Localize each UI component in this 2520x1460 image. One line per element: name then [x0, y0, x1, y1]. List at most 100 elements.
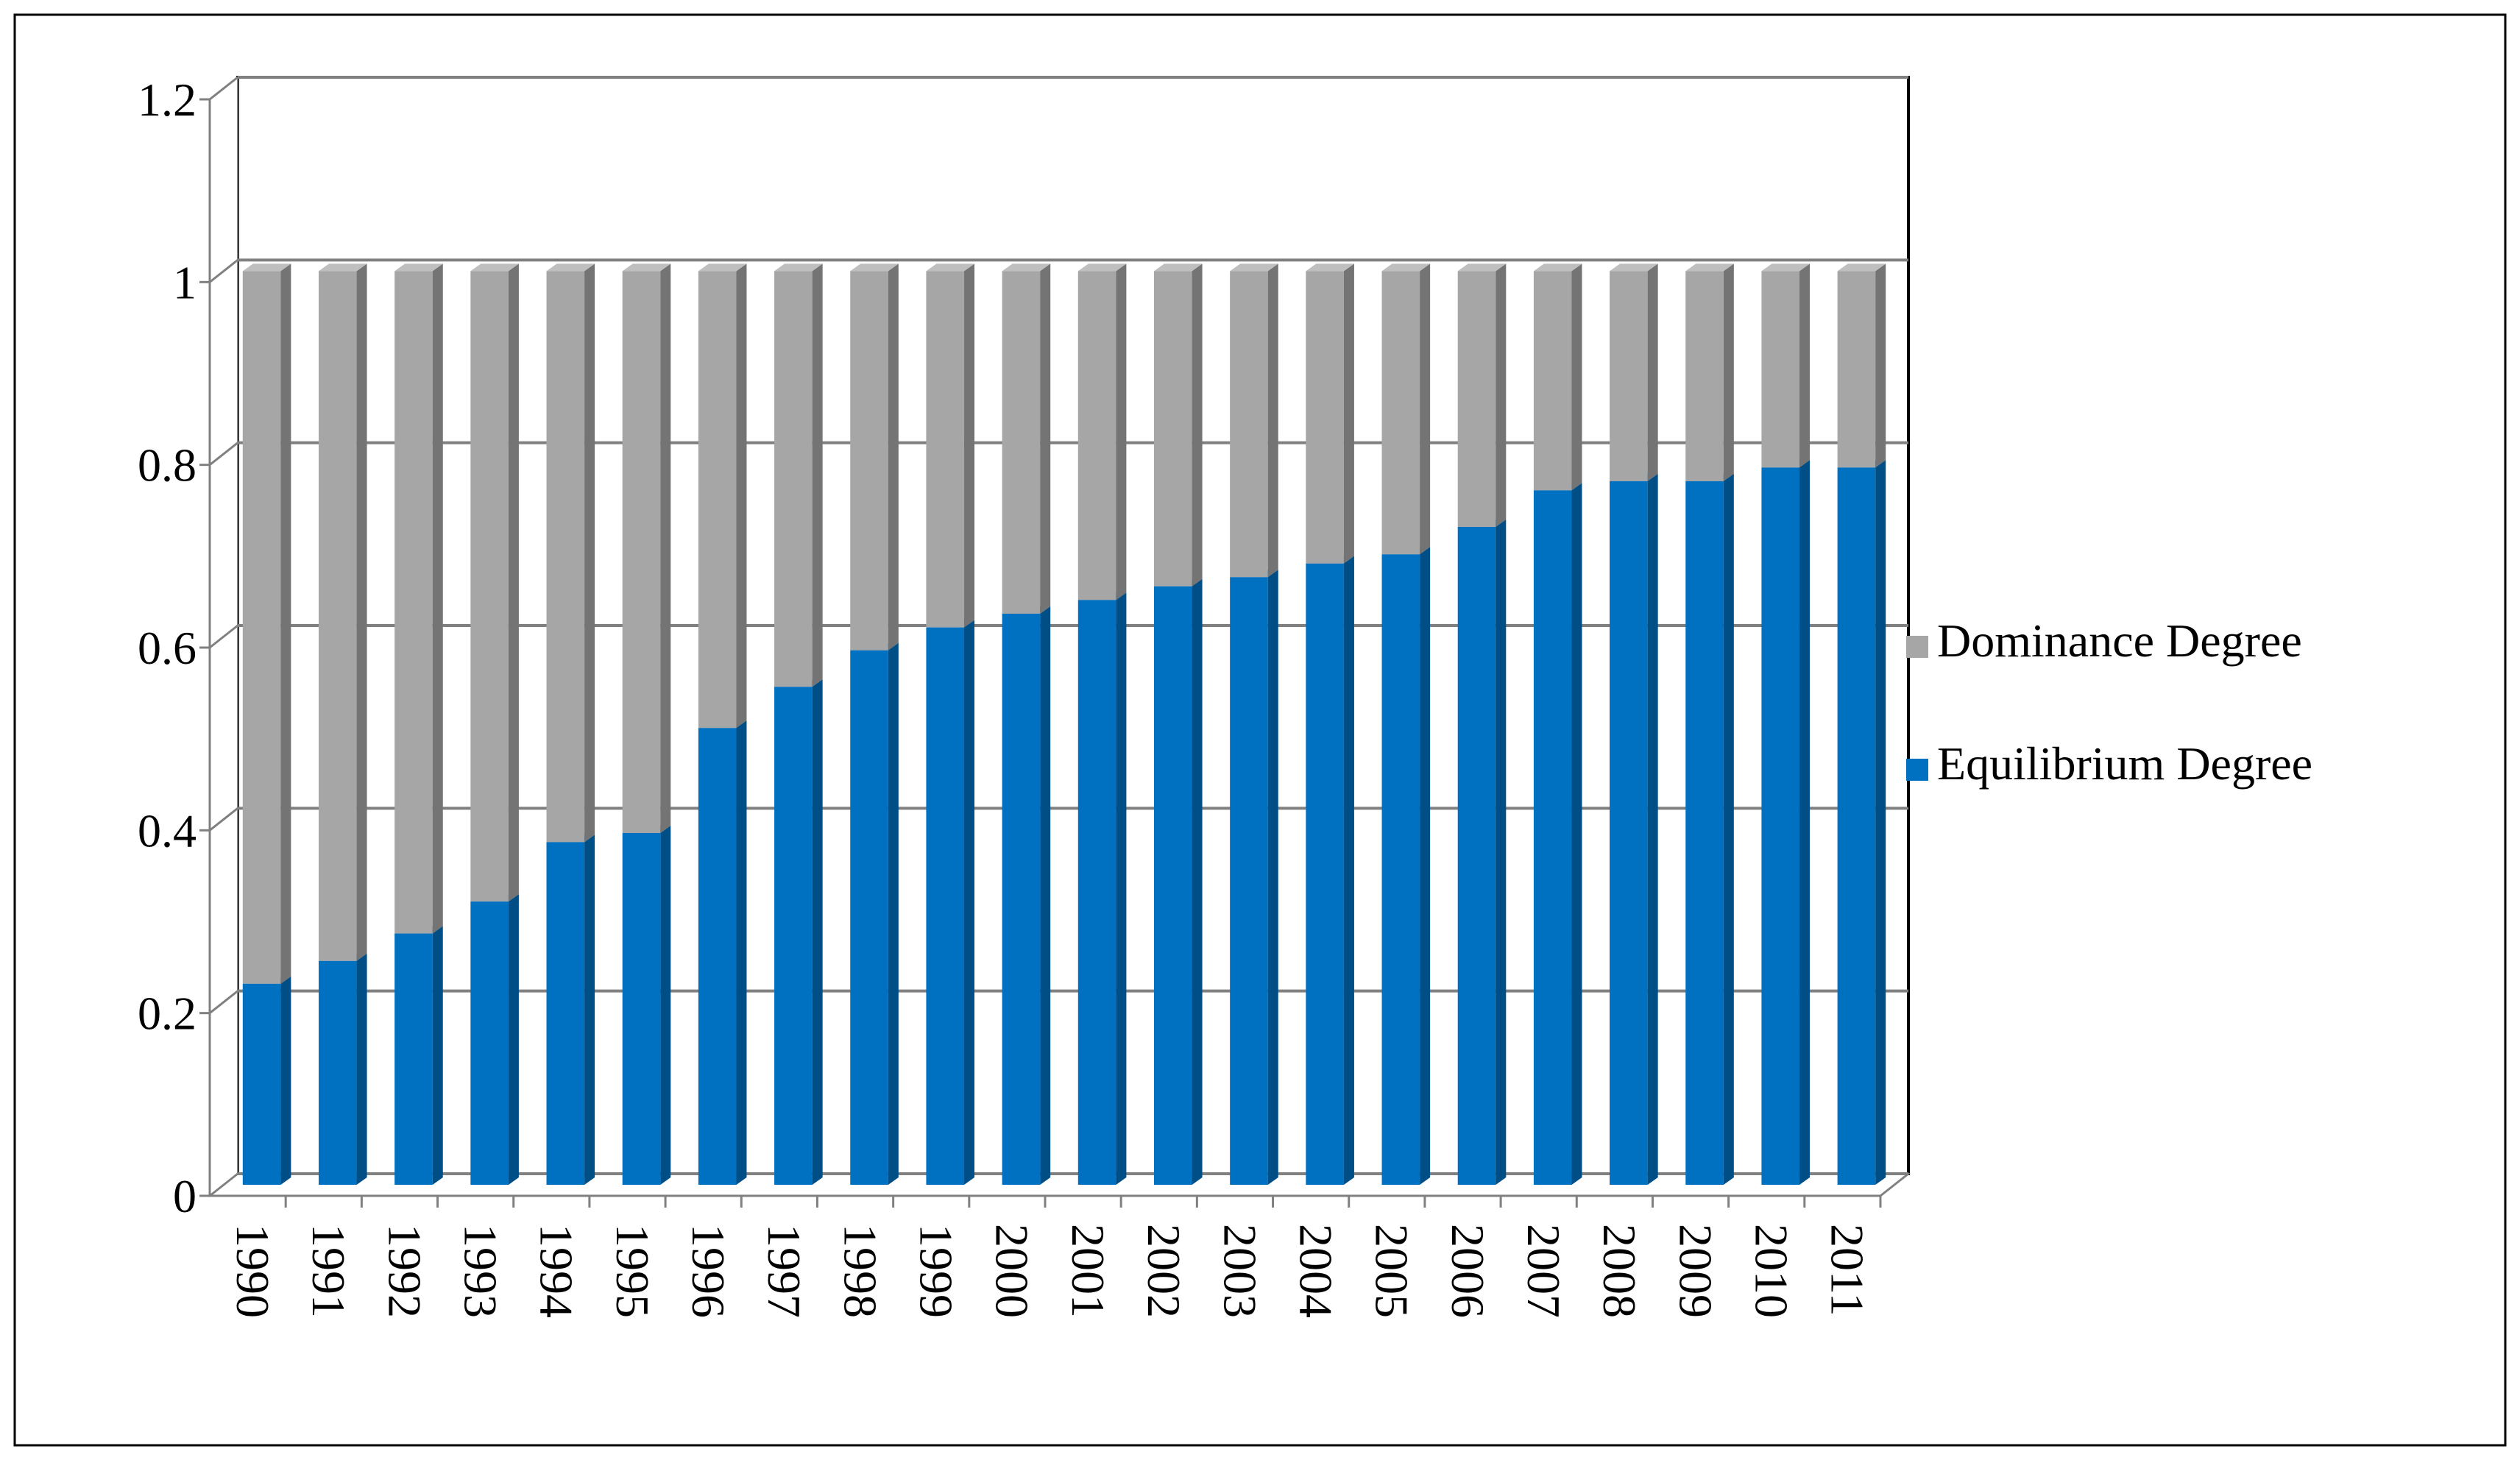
bar-top-dominance-degree-1993 [470, 263, 519, 272]
bar-side-equilibrium-degree-2008 [1647, 473, 1658, 1185]
bar-equilibrium-degree-2002 [1153, 586, 1192, 1185]
bar-top-dominance-degree-2007 [1533, 263, 1582, 272]
gridline-side-1 [209, 990, 238, 1014]
bar-top-dominance-degree-1994 [546, 263, 595, 272]
bar-side-equilibrium-degree-1994 [584, 834, 595, 1185]
gridline-side-0 [209, 1172, 238, 1197]
x-tick-label-1999: 1999 [910, 1224, 963, 1318]
bar-top-dominance-degree-2011 [1837, 263, 1886, 272]
gridline-side-2 [209, 807, 238, 832]
bar-side-dominance-degree-1995 [660, 263, 671, 833]
y-tick-label-0: 0 [173, 1170, 197, 1222]
bar-dominance-degree-1999 [926, 271, 965, 628]
bar-equilibrium-degree-1991 [318, 960, 357, 1185]
bar-dominance-degree-2001 [1077, 271, 1116, 600]
x-axis-depth-line [1880, 1172, 1909, 1197]
x-tick-label-1996: 1996 [682, 1224, 735, 1318]
bar-side-equilibrium-degree-2007 [1571, 483, 1582, 1185]
legend-swatch-dominance-degree [1906, 636, 1928, 658]
x-tick-label-2000: 2000 [986, 1224, 1038, 1318]
bar-equilibrium-degree-1993 [470, 901, 509, 1185]
bar-side-equilibrium-degree-2005 [1420, 547, 1431, 1185]
bar-side-equilibrium-degree-2001 [1116, 592, 1127, 1185]
bar-side-equilibrium-degree-1995 [660, 825, 671, 1185]
x-tick-label-2011: 2011 [1822, 1224, 1874, 1317]
bar-dominance-degree-2010 [1761, 271, 1800, 468]
bar-side-equilibrium-degree-2004 [1343, 556, 1354, 1185]
bar-side-dominance-degree-1996 [736, 263, 747, 729]
y-tick-label-6: 1.2 [138, 74, 197, 126]
bar-side-equilibrium-degree-2006 [1496, 520, 1507, 1185]
bar-equilibrium-degree-2011 [1837, 467, 1876, 1185]
bar-top-dominance-degree-1997 [774, 263, 823, 272]
bar-side-equilibrium-degree-2009 [1723, 473, 1734, 1185]
bar-equilibrium-degree-2006 [1457, 527, 1496, 1185]
bar-equilibrium-degree-2005 [1381, 554, 1420, 1185]
y-tick-label-4: 0.8 [138, 439, 197, 492]
x-tick-label-1998: 1998 [834, 1224, 886, 1318]
gridline-side-4 [209, 442, 238, 466]
bar-equilibrium-degree-2000 [1002, 613, 1041, 1185]
x-tick-label-2007: 2007 [1518, 1224, 1570, 1318]
bar-side-dominance-degree-2006 [1496, 263, 1507, 527]
bar-equilibrium-degree-1998 [850, 650, 888, 1185]
bar-equilibrium-degree-1999 [926, 627, 965, 1185]
gridline-side-5 [209, 259, 238, 283]
bar-dominance-degree-2008 [1610, 271, 1648, 481]
x-axis: 1990 1991 1992 1993 1994 1995 1996 1997 1998 1999… [199, 1172, 1909, 1318]
bar-side-dominance-degree-1992 [432, 263, 443, 934]
bar-equilibrium-degree-2001 [1077, 600, 1116, 1185]
bar-side-dominance-degree-2009 [1723, 263, 1734, 481]
bar-side-equilibrium-degree-2003 [1267, 570, 1278, 1185]
bar-top-dominance-degree-1995 [622, 263, 671, 272]
bar-equilibrium-degree-2003 [1230, 577, 1268, 1185]
bar-dominance-degree-2002 [1153, 271, 1192, 587]
bar-side-dominance-degree-2010 [1799, 263, 1811, 468]
bar-side-equilibrium-degree-1993 [508, 894, 519, 1185]
x-tick-label-2009: 2009 [1669, 1224, 1721, 1318]
bar-dominance-degree-1993 [470, 271, 509, 902]
x-tick-label-1994: 1994 [531, 1224, 583, 1318]
y-tick-label-2: 0.4 [138, 804, 197, 857]
bar-equilibrium-degree-2008 [1610, 481, 1648, 1185]
bar-dominance-degree-2004 [1306, 271, 1344, 564]
bar-equilibrium-degree-1990 [242, 983, 281, 1185]
bar-side-equilibrium-degree-2000 [1040, 606, 1051, 1185]
bar-dominance-degree-2007 [1533, 271, 1572, 491]
bar-equilibrium-degree-1997 [774, 687, 813, 1185]
x-tick-label-2005: 2005 [1366, 1224, 1418, 1318]
bar-side-equilibrium-degree-1996 [736, 720, 747, 1185]
bar-side-dominance-degree-1999 [964, 263, 975, 628]
bar-equilibrium-degree-2009 [1685, 481, 1724, 1185]
bar-top-dominance-degree-2004 [1306, 263, 1354, 272]
x-tick-label-2010: 2010 [1746, 1224, 1798, 1318]
legend: Dominance Degree Equilibrium Degree [1906, 614, 2312, 790]
x-tick-label-2003: 2003 [1214, 1224, 1266, 1318]
bar-dominance-degree-2003 [1230, 271, 1268, 578]
gridline-side-6 [209, 76, 238, 101]
bar-side-dominance-degree-2011 [1875, 263, 1886, 468]
bars [242, 263, 1886, 1185]
bar-side-equilibrium-degree-1991 [356, 953, 367, 1185]
bar-top-dominance-degree-2006 [1457, 263, 1507, 272]
x-tick-label-1993: 1993 [454, 1224, 506, 1318]
y-tick-label-3: 0.6 [138, 622, 197, 674]
x-tick-label-1995: 1995 [606, 1224, 659, 1318]
bar-top-dominance-degree-2000 [1002, 263, 1051, 272]
bar-side-equilibrium-degree-2010 [1799, 460, 1811, 1185]
y-tick-label-1: 0.2 [138, 988, 197, 1040]
bar-top-dominance-degree-2005 [1381, 263, 1431, 272]
bar-dominance-degree-1994 [546, 271, 585, 843]
bar-side-dominance-degree-1993 [508, 263, 519, 902]
bar-equilibrium-degree-1996 [698, 728, 737, 1185]
bar-side-dominance-degree-1997 [812, 263, 823, 687]
x-tick-label-2002: 2002 [1138, 1224, 1190, 1318]
x-tick-label-2008: 2008 [1593, 1224, 1646, 1318]
bar-side-equilibrium-degree-1999 [964, 620, 975, 1185]
legend-label-equilibrium-degree: Equilibrium Degree [1937, 737, 2312, 790]
x-tick-label-1992: 1992 [378, 1224, 431, 1318]
bar-dominance-degree-1998 [850, 271, 888, 651]
bar-side-equilibrium-degree-1992 [432, 926, 443, 1185]
bar-top-dominance-degree-1992 [394, 263, 443, 272]
